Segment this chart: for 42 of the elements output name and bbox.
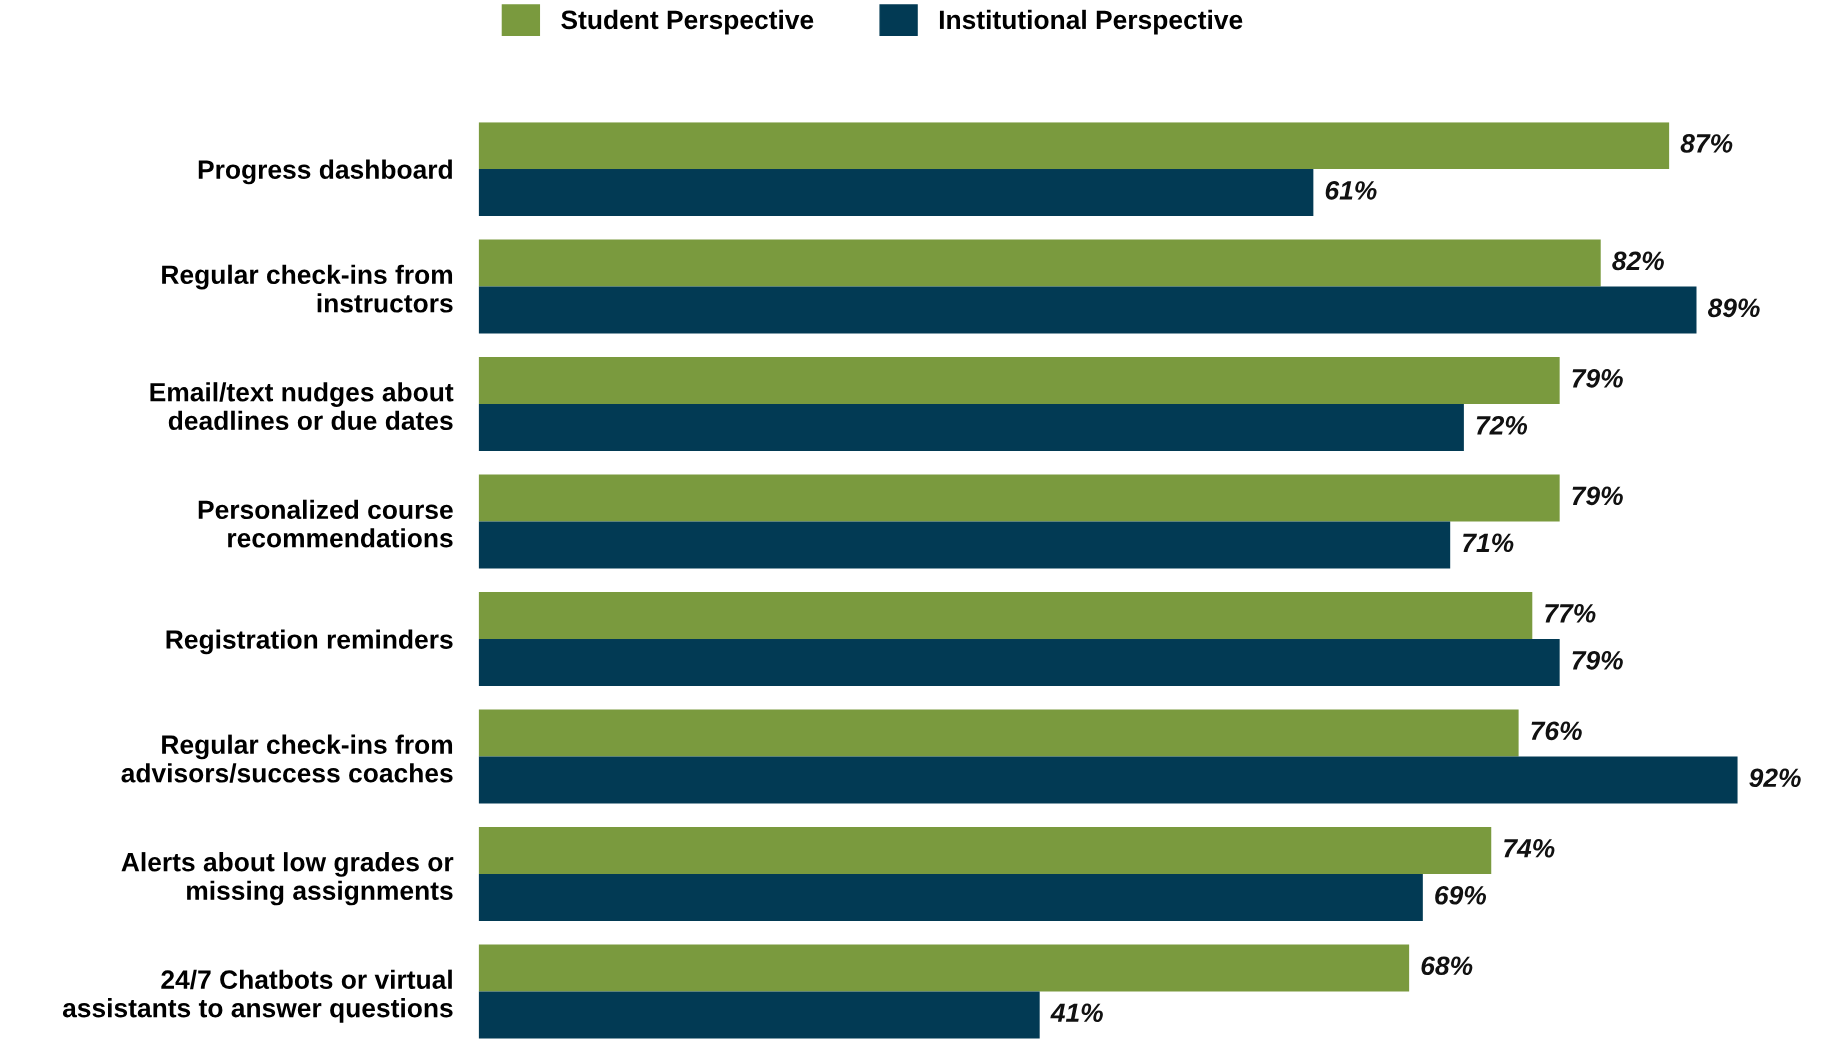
bar (478, 286, 1697, 334)
data-label: 89% (1707, 298, 1760, 318)
bar (478, 404, 1464, 452)
bar (478, 474, 1560, 522)
y-tick-label: 24/7 Chatbots or virtual assistants to answer questions (62, 969, 453, 1023)
bar (478, 357, 1560, 405)
data-label: 69% (1435, 885, 1487, 905)
data-label: 77% (1545, 604, 1596, 623)
data-label: 79% (1572, 368, 1623, 388)
y-tick-label: Regular check-ins from instructors (162, 264, 453, 313)
y-tick-label: Regular check-ins from advisors/success coaches (121, 734, 453, 783)
bar (478, 991, 1040, 1039)
bar (478, 169, 1314, 217)
bar (478, 521, 1451, 569)
bar (478, 122, 1670, 170)
data-label: 71% (1463, 533, 1514, 553)
data-label: 82% (1612, 251, 1664, 271)
bar (478, 639, 1560, 687)
bar (478, 944, 1410, 992)
data-label: 92% (1749, 768, 1801, 788)
bar (478, 239, 1601, 287)
data-label: 79% (1572, 486, 1623, 506)
bar (478, 827, 1492, 875)
bar (478, 874, 1423, 922)
data-label: 61% (1325, 181, 1377, 200)
legend-label: Institutional Perspective (939, 9, 1243, 35)
bar (478, 756, 1738, 804)
y-tick-label: Personalized course recommendations (198, 499, 453, 548)
data-label: 87% (1680, 134, 1733, 153)
y-tick-label: Alerts about low grades or missing assignments (121, 852, 454, 906)
y-tick-label: Progress dashboard (198, 159, 452, 185)
data-label: 68% (1421, 956, 1473, 976)
y-tick-label: Email/text nudges about deadlines or due dates (150, 382, 454, 431)
y-tick-label: Registration reminders (166, 629, 453, 655)
data-label: 74% (1504, 839, 1555, 858)
data-label: 79% (1572, 650, 1623, 670)
data-label: 41% (1050, 1003, 1103, 1023)
bar (478, 592, 1533, 640)
data-label: 76% (1531, 721, 1582, 741)
legend-label: Student Perspective (561, 9, 814, 35)
data-label: 72% (1476, 415, 1528, 435)
bar (478, 709, 1519, 757)
